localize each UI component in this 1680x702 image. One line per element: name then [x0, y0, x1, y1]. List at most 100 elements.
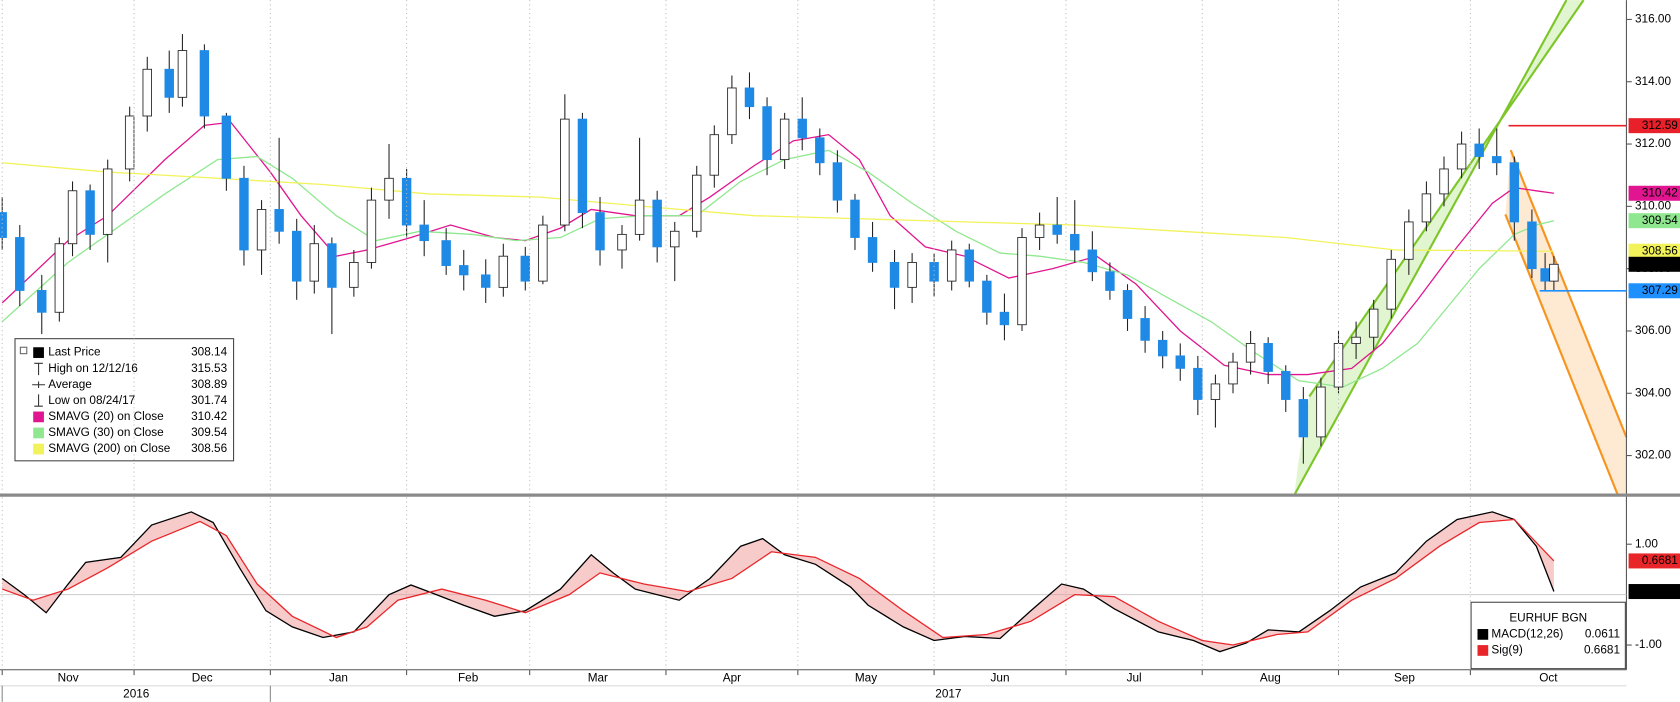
candle-body [1105, 271, 1115, 291]
x-tick-label: Feb [458, 671, 479, 684]
x-tick-label: May [855, 671, 877, 684]
candle-body [459, 265, 469, 276]
value-badge-label: 310.42 [1642, 186, 1678, 199]
legend-value: 0.6681 [1584, 644, 1620, 657]
legend-label: High on 12/12/16 [48, 362, 138, 375]
value-badge [1628, 553, 1680, 569]
candle-body [867, 237, 878, 263]
candle-body [1492, 156, 1502, 164]
candle-body [982, 280, 992, 313]
candle-body [1527, 221, 1537, 270]
uptrend-line [1293, 0, 1568, 496]
y-tick-label: 314.00 [1635, 75, 1671, 88]
candle-body [37, 290, 47, 313]
y-tick-label: 302.00 [1635, 449, 1671, 462]
x-year-label: 2016 [123, 688, 150, 701]
macd-histogram-area [2, 511, 1554, 652]
candle-body [889, 261, 900, 288]
candle-body [498, 255, 509, 288]
series-line [2, 518, 1555, 646]
y-tick-label: 310.00 [1635, 199, 1671, 212]
series-line [1, 149, 1555, 388]
candle-body [1175, 355, 1185, 369]
legend-swatch [33, 443, 44, 455]
candle-body [1540, 268, 1550, 282]
candle-body [709, 134, 720, 176]
candle-body [1439, 168, 1449, 195]
legend-swatch [33, 347, 44, 358]
x-tick-label: Jun [991, 671, 1010, 684]
x-tick-label: Aug [1260, 671, 1281, 684]
legend-icon [34, 362, 43, 376]
value-badge [1628, 283, 1680, 299]
legend-value: 0.0611 [1585, 628, 1620, 641]
candle-body [1070, 233, 1080, 251]
value-badge [1628, 256, 1680, 272]
candle-body [239, 177, 249, 251]
uptrend-line [1308, 0, 1585, 398]
candle-body [670, 230, 680, 248]
candle-body [164, 68, 174, 98]
candle-body [1456, 143, 1467, 170]
candle-body [577, 118, 588, 214]
value-badge [1628, 584, 1680, 600]
x-tick-label: Nov [58, 671, 79, 684]
candle-body [1210, 383, 1221, 400]
value-badge-label: 309.54 [1642, 214, 1678, 227]
value-badge [1628, 118, 1680, 134]
candle-body [815, 137, 825, 164]
candle-body [1509, 162, 1520, 223]
candle-body [1281, 371, 1291, 400]
legend-label: SMAVG (30) on Close [48, 426, 164, 439]
candle-body [652, 199, 662, 248]
candle-body [256, 209, 267, 251]
legend-value: 309.54 [191, 426, 227, 439]
candle-body [560, 118, 570, 226]
candle-body [617, 233, 627, 251]
candle-body [1549, 263, 1559, 282]
legend-value: 308.56 [191, 442, 227, 455]
candle-body [0, 212, 7, 238]
candle-body [1245, 342, 1256, 363]
legend-collapse-icon [19, 346, 28, 355]
candle-body [999, 311, 1010, 326]
candle-body [177, 50, 188, 98]
candle-body [1140, 318, 1150, 341]
candle-body [1157, 339, 1168, 357]
downtrend-line [1509, 149, 1628, 438]
candle-body [1316, 386, 1326, 438]
x-tick-label: Jan [329, 671, 348, 684]
candle-body [946, 249, 957, 282]
legend-swatch [1477, 645, 1489, 656]
candle-body [1034, 224, 1045, 238]
candle-body [366, 199, 377, 263]
candle-body [1193, 367, 1203, 400]
x-tick-label: Oct [1539, 671, 1558, 684]
legend-label: SMAVG (200) on Close [48, 442, 171, 455]
legend-value: 315.53 [191, 362, 227, 375]
candle-body [692, 174, 702, 232]
value-badge [1628, 243, 1680, 259]
candle-body [1228, 361, 1238, 385]
downtrend-line [1504, 213, 1619, 496]
candle-body [327, 243, 337, 288]
candle-body [199, 50, 210, 117]
value-badge [1628, 213, 1680, 229]
candle-body [15, 237, 25, 291]
legend-swatch [33, 427, 44, 439]
price-legend: Last Price 308.14 High on 12/12/16 315.5… [14, 338, 235, 462]
legend-value: 308.14 [191, 346, 227, 359]
legend-value: 308.89 [191, 378, 227, 391]
x-tick-label: Apr [723, 671, 741, 684]
candle-body [124, 115, 135, 170]
legend-value: 301.74 [191, 394, 227, 407]
value-badge-label: 0.0611 [1643, 585, 1678, 598]
legend-icon [32, 381, 45, 388]
value-badge-label: 307.29 [1642, 284, 1678, 297]
candle-body [727, 87, 737, 136]
value-badge-label: 0.6681 [1642, 554, 1678, 567]
candle-body [634, 199, 645, 235]
candle-body [832, 162, 843, 201]
